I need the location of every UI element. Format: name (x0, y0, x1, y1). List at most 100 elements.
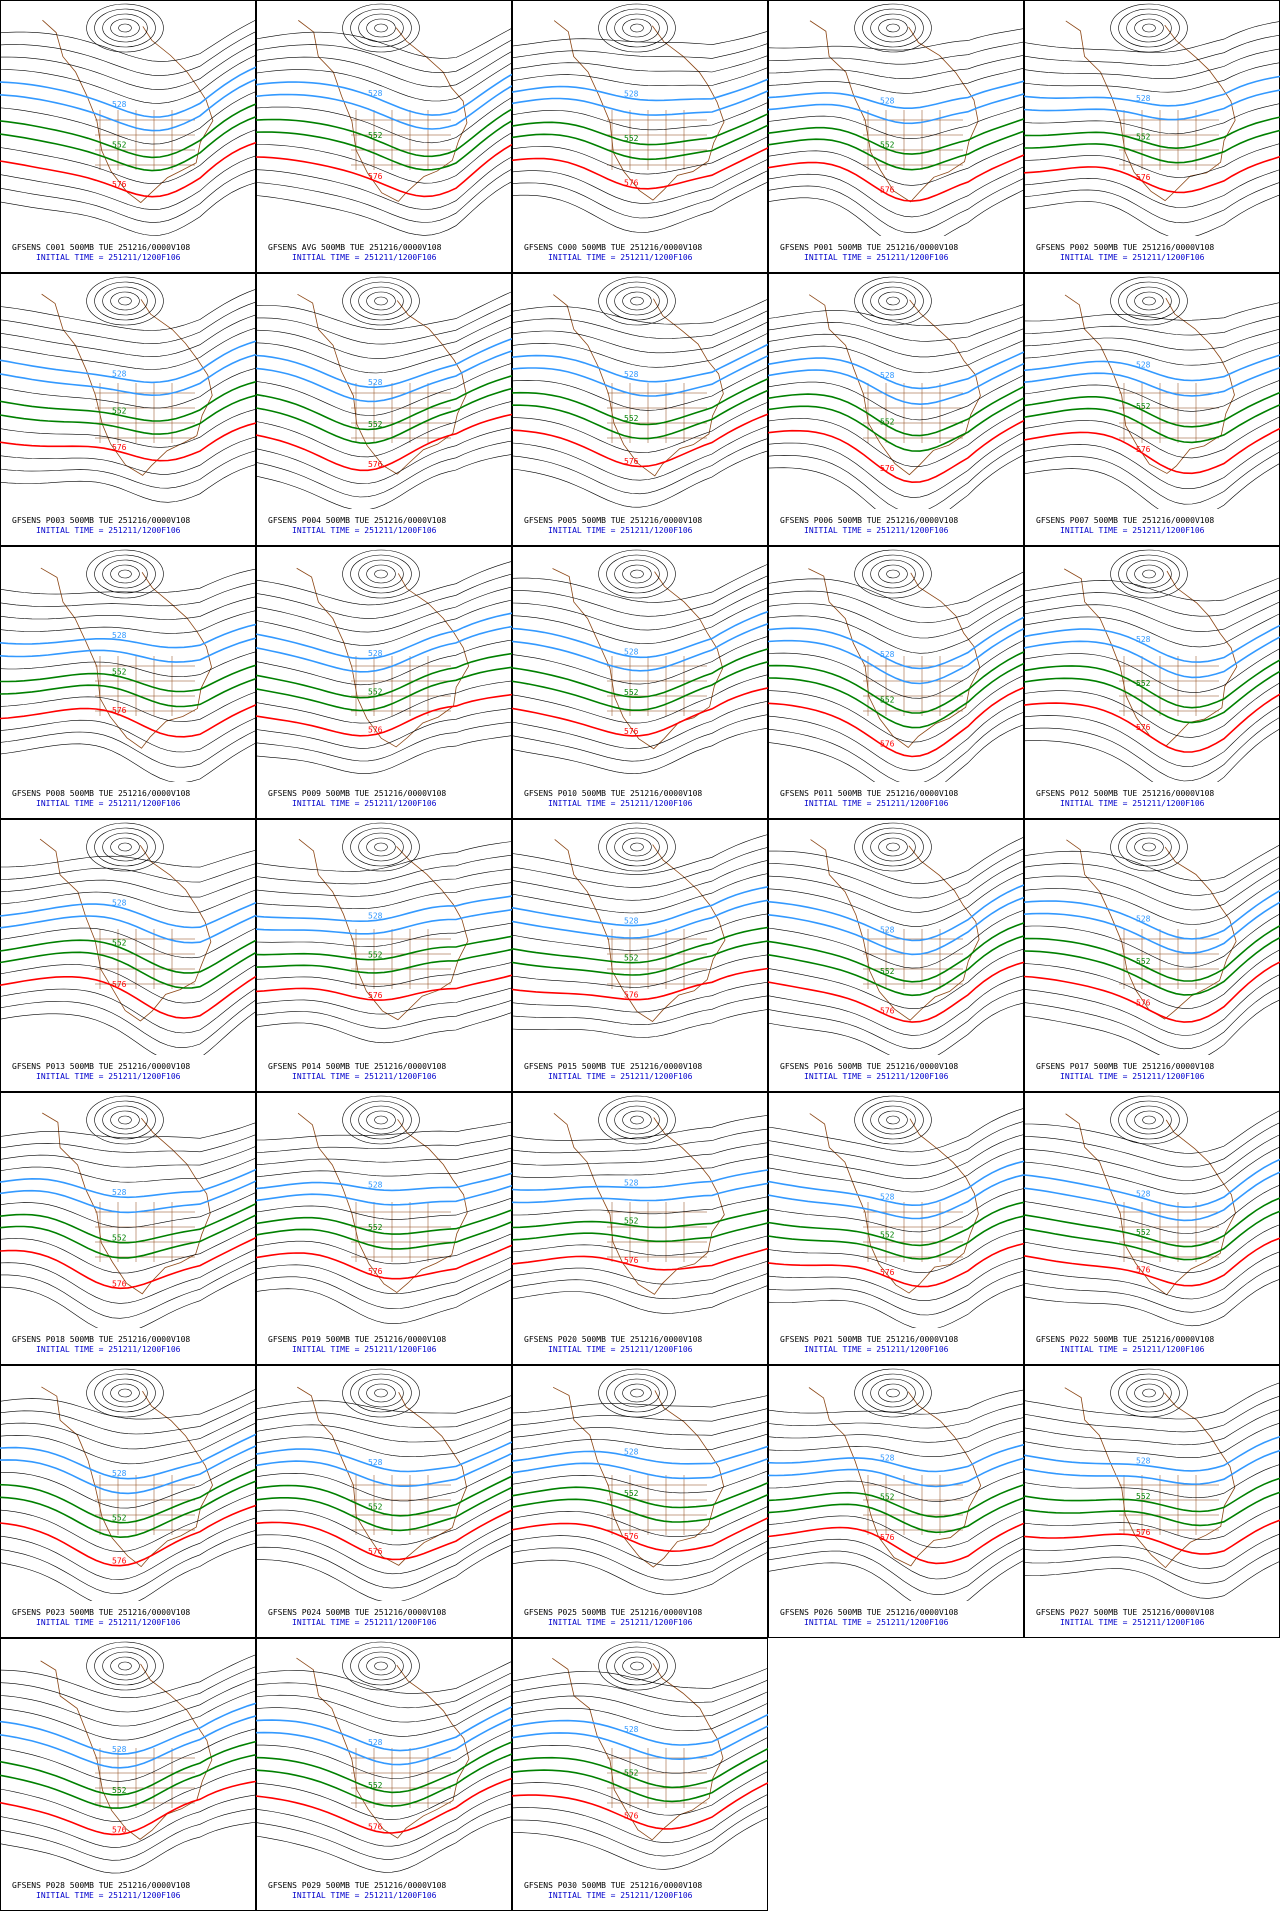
height-contour (256, 1765, 512, 1820)
height-contour (512, 1196, 768, 1216)
low-contour (622, 1656, 652, 1676)
contour-label: 576 (112, 1279, 127, 1288)
coastline (296, 567, 470, 748)
contour-label: 552 (624, 1489, 639, 1498)
height-contour (768, 93, 1024, 125)
height-contour (0, 31, 256, 76)
height-contour (768, 1560, 1024, 1611)
height-contour (512, 1421, 768, 1438)
height-contour (512, 899, 768, 939)
low-contour (102, 832, 148, 862)
contour-label: 528 (1136, 1190, 1151, 1199)
height-contour (1024, 925, 1280, 982)
height-contour (1024, 1171, 1280, 1222)
low-contour (854, 276, 932, 326)
low-contour (606, 1646, 668, 1686)
low-contour (102, 286, 148, 316)
low-contour (374, 296, 388, 306)
map-panel: 528 552 576 GFSENS P028 500MB TUE 251216/00… (0, 1638, 256, 1911)
panel-title: GFSENS C001 500MB TUE 251216/0000V108 (12, 243, 190, 252)
height-contour (256, 1121, 512, 1141)
low-contour (86, 3, 164, 53)
low-contour (886, 23, 900, 33)
height-contour (768, 662, 1024, 729)
height-contour (512, 389, 768, 440)
map-panel: 528 552 576 GFSENS P001 500MB TUE 251216/00… (768, 0, 1024, 273)
height-contour (512, 1209, 768, 1229)
initial-time: INITIAL TIME = 251211/1200F106 (292, 1891, 437, 1900)
low-contour (622, 291, 652, 311)
height-contour (512, 587, 768, 631)
low-contour (342, 822, 420, 872)
low-contour (606, 281, 668, 321)
height-contour (256, 1418, 512, 1443)
panel-title: GFSENS P012 500MB TUE 251216/0000V108 (1036, 789, 1214, 798)
low-contour (118, 569, 132, 579)
height-contour (512, 136, 768, 175)
low-contour (358, 1378, 404, 1408)
height-contour (512, 1169, 768, 1191)
height-contour (0, 42, 256, 90)
height-contour (0, 1480, 256, 1539)
height-contour (768, 1457, 1024, 1488)
height-contour (0, 1248, 256, 1304)
height-contour (512, 1540, 768, 1581)
contour-label: 552 (624, 954, 639, 963)
height-contour (256, 1221, 512, 1250)
panel-title: GFSENS P013 500MB TUE 251216/0000V108 (12, 1062, 190, 1071)
height-contour (1024, 103, 1280, 135)
panel-title: GFSENS P024 500MB TUE 251216/0000V108 (268, 1608, 446, 1617)
height-contour (0, 717, 256, 753)
panel-title: GFSENS P007 500MB TUE 251216/0000V108 (1036, 516, 1214, 525)
height-contour (256, 666, 512, 712)
height-contour (0, 704, 256, 738)
caption-bg (769, 509, 1023, 545)
low-contour (366, 1110, 396, 1130)
height-contour (0, 987, 256, 1034)
low-contour (366, 18, 396, 38)
initial-time: INITIAL TIME = 251211/1200F106 (292, 799, 437, 808)
map-panel: 528 552 576 GFSENS P027 500MB TUE 251216/00… (1024, 1365, 1280, 1638)
height-contour (0, 1226, 256, 1274)
contour-label: 552 (880, 1492, 895, 1501)
panel-border (512, 546, 768, 819)
height-contour (512, 648, 768, 699)
caption-bg (1025, 1055, 1279, 1091)
low-contour (1142, 569, 1156, 579)
height-contour (768, 385, 1024, 437)
map-panel: 528 552 576 GFSENS AVG 500MB TUE 251216/000… (256, 0, 512, 273)
height-contour (256, 841, 512, 872)
height-contour (1024, 936, 1280, 996)
height-contour (256, 1695, 512, 1737)
height-contour (512, 30, 768, 47)
initial-time: INITIAL TIME = 251211/1200F106 (548, 1345, 693, 1354)
height-contour (0, 1180, 256, 1214)
contour-label: 576 (368, 460, 383, 469)
height-contour (512, 954, 768, 988)
height-contour (0, 637, 256, 663)
low-contour (870, 832, 916, 862)
height-contour (512, 1759, 768, 1803)
caption-bg (1, 1328, 255, 1364)
caption-bg (513, 1328, 767, 1364)
height-contour (256, 1244, 512, 1280)
initial-time: INITIAL TIME = 251211/1200F106 (548, 1891, 693, 1900)
height-contour (1024, 901, 1280, 954)
height-contour (1024, 1395, 1280, 1433)
contour-label: 552 (1136, 133, 1151, 142)
height-contour (768, 896, 1024, 956)
height-contour (512, 147, 768, 190)
low-contour (862, 827, 924, 867)
initial-time: INITIAL TIME = 251211/1200F106 (548, 526, 693, 535)
height-contour (256, 639, 512, 686)
height-contour (1024, 89, 1280, 121)
low-contour (1126, 1378, 1172, 1408)
height-contour (768, 397, 1024, 452)
contour-label: 528 (880, 1453, 895, 1462)
height-contour (512, 425, 768, 481)
contour-label: 576 (880, 186, 895, 195)
contour-label: 576 (1136, 445, 1151, 454)
height-contour (1024, 21, 1280, 53)
height-contour (1024, 155, 1280, 194)
height-contour (1024, 705, 1280, 767)
